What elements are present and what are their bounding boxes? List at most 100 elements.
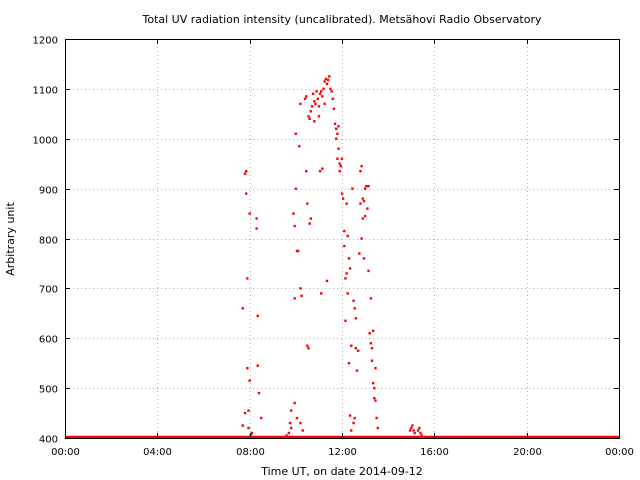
data-point — [303, 97, 307, 101]
data-point — [257, 391, 261, 395]
data-point — [307, 115, 310, 118]
data-point — [321, 167, 324, 170]
data-point — [247, 426, 250, 430]
y-tick-label: 500 — [39, 385, 58, 396]
data-point — [318, 92, 322, 96]
data-point — [315, 90, 318, 93]
data-point — [243, 411, 247, 415]
data-point — [418, 426, 421, 430]
data-point — [296, 249, 300, 253]
data-point — [362, 199, 366, 203]
data-point — [250, 431, 254, 435]
data-point — [375, 416, 378, 420]
data-point — [243, 172, 247, 175]
x-tick-label: 00:00 — [51, 447, 80, 458]
data-point — [371, 329, 375, 332]
data-point — [341, 197, 345, 200]
data-point — [314, 102, 317, 106]
data-point — [287, 431, 291, 435]
data-point — [359, 202, 362, 205]
data-point — [299, 287, 302, 290]
y-tick-label: 400 — [39, 435, 58, 446]
x-tick-label: 00:00 — [605, 447, 634, 458]
data-point — [293, 224, 296, 228]
data-point — [311, 92, 315, 96]
data-point — [336, 157, 339, 160]
data-point — [246, 277, 249, 280]
data-point — [339, 164, 343, 168]
data-point — [245, 192, 248, 195]
data-point — [295, 416, 299, 420]
data-point — [354, 317, 358, 320]
data-point — [331, 97, 334, 101]
data-point — [321, 95, 324, 98]
data-point — [294, 187, 298, 190]
data-point — [306, 344, 309, 347]
data-point — [360, 164, 363, 168]
data-point — [369, 342, 373, 345]
data-point — [308, 222, 311, 225]
data-point — [359, 169, 362, 173]
data-point — [363, 214, 367, 218]
y-tick-label: 600 — [39, 335, 58, 346]
data-point — [367, 269, 370, 273]
data-point — [292, 212, 295, 215]
x-tick-label: 04:00 — [143, 447, 172, 458]
x-axis-label: Time UT, on date 2014-09-12 — [260, 465, 423, 478]
data-point — [347, 257, 351, 260]
data-point — [363, 187, 367, 190]
data-point — [322, 87, 325, 91]
data-point — [371, 381, 375, 385]
data-point — [329, 87, 332, 91]
data-point — [305, 169, 308, 173]
data-point — [285, 434, 288, 437]
data-point — [373, 386, 376, 390]
data-points — [241, 75, 423, 437]
grid-lines — [65, 39, 619, 438]
x-tick-label: 12:00 — [328, 447, 357, 458]
data-point — [335, 137, 338, 140]
data-point — [301, 429, 304, 432]
data-point — [370, 347, 374, 350]
data-point — [288, 421, 292, 425]
data-point — [353, 307, 356, 310]
data-point — [343, 244, 346, 248]
data-point — [313, 100, 316, 103]
data-point — [293, 401, 296, 405]
data-point — [336, 132, 339, 135]
data-point — [246, 366, 249, 370]
data-point — [245, 169, 248, 173]
y-axis-tick-labels: 400 500 600 700 800 900 1000 1100 1200 — [33, 36, 58, 446]
data-point — [310, 105, 314, 108]
data-point — [299, 421, 302, 425]
data-point — [353, 416, 356, 420]
data-point — [323, 102, 326, 106]
data-point — [340, 157, 344, 160]
data-point — [316, 97, 319, 101]
data-point — [260, 416, 263, 420]
x-tick-label: 16:00 — [420, 447, 449, 458]
data-point — [361, 197, 364, 200]
data-point — [293, 297, 296, 300]
data-point — [361, 217, 364, 220]
data-point — [298, 145, 301, 148]
data-point — [248, 379, 251, 382]
y-axis-label: Arbitrary unit — [4, 202, 17, 276]
data-point — [356, 349, 360, 352]
data-point — [255, 227, 258, 230]
chart-title: Total UV radiation intensity (uncalibrat… — [142, 13, 542, 26]
data-point — [313, 120, 316, 123]
data-point — [344, 277, 347, 280]
x-tick-label: 08:00 — [236, 447, 265, 458]
data-point — [365, 184, 368, 188]
data-point — [337, 147, 340, 150]
data-point — [317, 105, 321, 108]
data-point — [325, 279, 329, 283]
data-point — [350, 429, 353, 432]
data-point — [333, 122, 337, 125]
y-tick-label: 1000 — [33, 136, 58, 147]
data-point — [330, 90, 333, 93]
data-point — [308, 117, 311, 120]
y-tick-label: 900 — [39, 186, 58, 197]
data-point — [318, 169, 322, 173]
